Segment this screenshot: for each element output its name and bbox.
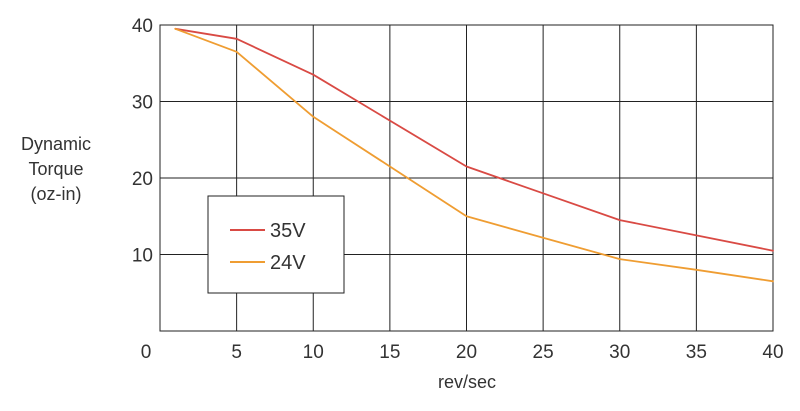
- x-tick-label: 10: [303, 342, 324, 363]
- x-axis-label: rev/sec: [438, 372, 496, 392]
- legend-label-24v: 24V: [270, 252, 306, 274]
- legend-label-35v: 35V: [270, 220, 306, 242]
- x-tick-label: 20: [456, 342, 477, 363]
- x-tick-label: 40: [762, 342, 783, 363]
- series-lines: [174, 27, 774, 283]
- y-tick-label: 10: [132, 246, 153, 267]
- y-tick-label: 30: [132, 93, 153, 114]
- series-line-35v: [174, 27, 774, 252]
- tick-labels: 5 10 15 20 25 30 35 40 10 20 30 40: [132, 16, 784, 363]
- y-axis-label: Dynamic Torque (oz-in): [21, 134, 91, 204]
- origin-label: 0: [141, 342, 152, 363]
- series-line-24v: [174, 27, 774, 283]
- y-axis-label-line-1: Dynamic: [21, 134, 91, 154]
- legend-box: [207, 195, 345, 294]
- x-tick-label: 25: [533, 342, 554, 363]
- y-axis-label-line-2: Torque: [28, 159, 83, 179]
- x-tick-label: 5: [231, 342, 242, 363]
- x-tick-label: 35: [686, 342, 707, 363]
- x-tick-label: 15: [379, 342, 400, 363]
- x-tick-label: 30: [609, 342, 630, 363]
- y-tick-label: 20: [132, 169, 153, 190]
- y-tick-label: 40: [132, 16, 153, 37]
- y-axis-label-line-3: (oz-in): [30, 184, 81, 204]
- legend: 35V 24V: [207, 195, 345, 294]
